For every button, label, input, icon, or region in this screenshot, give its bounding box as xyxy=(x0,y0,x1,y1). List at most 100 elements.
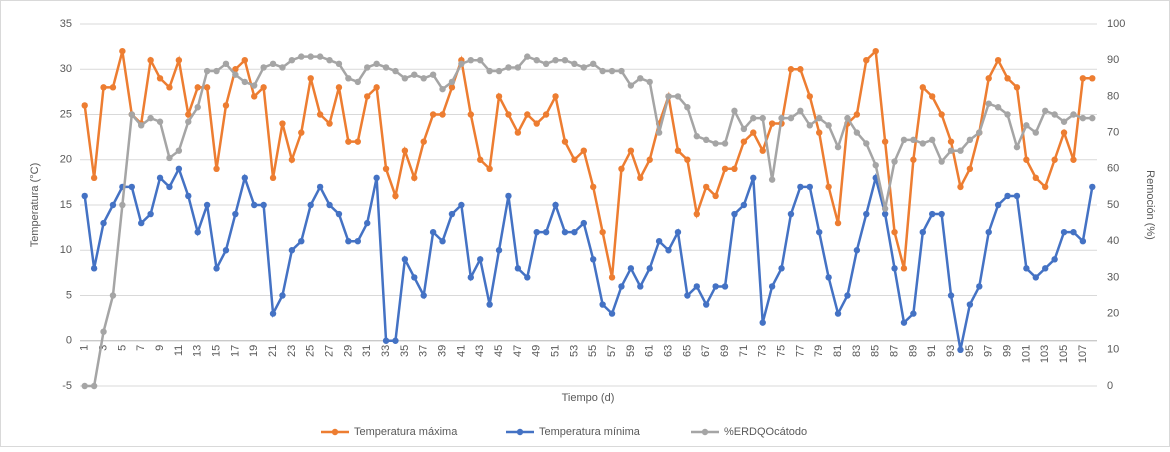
point xyxy=(156,118,164,125)
point xyxy=(335,84,343,91)
y2-axis-title: Remoción (%) xyxy=(1144,170,1156,240)
x-tick-label: 55 xyxy=(587,345,599,357)
y-tick-label: 35 xyxy=(60,18,72,30)
point xyxy=(1013,192,1021,200)
point xyxy=(251,82,258,89)
point xyxy=(533,120,540,127)
point xyxy=(966,165,974,172)
point xyxy=(524,53,531,60)
point xyxy=(712,283,719,290)
point xyxy=(693,133,700,140)
point xyxy=(900,136,908,144)
point xyxy=(797,183,804,191)
point xyxy=(1013,143,1021,151)
point xyxy=(467,274,474,281)
x-tick-label: 49 xyxy=(531,345,543,357)
point xyxy=(354,238,361,245)
point xyxy=(1023,265,1030,272)
y2-tick-label: 90 xyxy=(1107,54,1119,66)
y2-tick-label: 100 xyxy=(1107,18,1125,30)
point xyxy=(486,165,493,172)
point xyxy=(891,158,898,165)
point xyxy=(684,104,691,111)
point xyxy=(279,120,286,127)
point xyxy=(128,183,135,191)
y2-tick-label: 50 xyxy=(1107,199,1119,211)
point xyxy=(750,129,757,136)
point xyxy=(957,147,964,154)
point xyxy=(590,183,597,191)
point xyxy=(1004,75,1011,82)
point xyxy=(608,67,616,75)
point xyxy=(816,129,823,136)
point xyxy=(703,136,710,144)
point xyxy=(505,111,512,118)
point xyxy=(1042,265,1049,272)
point xyxy=(703,183,710,191)
y2-tick-label: 70 xyxy=(1107,127,1119,139)
point xyxy=(1051,256,1058,263)
point xyxy=(175,147,183,154)
point xyxy=(637,75,644,82)
point xyxy=(1023,122,1030,129)
point xyxy=(806,122,813,129)
y2-tick-label: 10 xyxy=(1107,344,1119,356)
point xyxy=(721,283,729,290)
point xyxy=(1070,111,1077,118)
point xyxy=(740,138,748,145)
point xyxy=(768,176,776,183)
x-tick-label: 107 xyxy=(1077,345,1089,363)
legend-label: %ERDQOcátodo xyxy=(724,426,807,438)
point xyxy=(674,147,682,154)
point xyxy=(1032,174,1039,182)
point xyxy=(138,219,145,227)
point xyxy=(627,82,635,89)
point xyxy=(919,84,926,91)
point xyxy=(222,60,230,68)
point xyxy=(495,67,503,75)
point xyxy=(759,319,766,326)
point xyxy=(1089,75,1096,82)
point xyxy=(966,136,974,144)
point xyxy=(853,111,861,118)
point xyxy=(957,346,964,353)
y-tick-label: -5 xyxy=(62,380,72,392)
point xyxy=(533,57,540,64)
point xyxy=(203,84,211,91)
point xyxy=(1079,114,1087,122)
point xyxy=(505,192,512,200)
x-tick-label: 93 xyxy=(945,345,957,357)
point xyxy=(194,104,201,111)
point xyxy=(1004,111,1011,118)
point xyxy=(316,183,324,191)
point xyxy=(495,247,503,254)
point xyxy=(175,57,183,64)
point xyxy=(608,274,616,281)
point xyxy=(816,114,823,122)
point xyxy=(194,228,201,236)
point xyxy=(778,114,785,122)
point xyxy=(354,138,361,145)
point xyxy=(392,192,399,200)
point xyxy=(731,210,738,218)
x-tick-label: 105 xyxy=(1058,345,1070,363)
point xyxy=(222,247,230,254)
legend-marker xyxy=(701,428,709,436)
x-tick-label: 11 xyxy=(173,345,185,356)
point xyxy=(891,228,898,236)
legend-label: Temperatura máxima xyxy=(354,426,458,438)
point xyxy=(834,219,842,227)
point xyxy=(1032,129,1039,136)
point xyxy=(458,60,465,68)
point xyxy=(768,283,776,290)
x-tick-label: 41 xyxy=(455,345,467,357)
point xyxy=(364,93,371,100)
x-tick-label: 23 xyxy=(286,345,298,357)
point xyxy=(919,228,926,236)
point xyxy=(373,84,380,91)
point xyxy=(853,129,861,136)
point xyxy=(881,210,889,218)
point xyxy=(891,265,898,272)
point xyxy=(1079,238,1087,245)
point xyxy=(693,283,700,290)
